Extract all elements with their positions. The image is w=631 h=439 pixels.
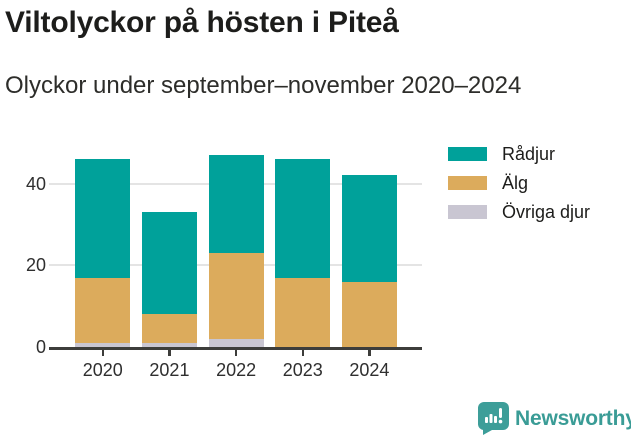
y-axis-tick-label: 0 bbox=[35, 337, 46, 357]
legend-label: Rådjur bbox=[502, 143, 556, 164]
legend-item-Rådjur: Rådjur bbox=[448, 143, 590, 164]
bar-segment-Älg-2022 bbox=[208, 252, 264, 339]
bar-segment-Övriga djur-2022 bbox=[208, 338, 264, 347]
legend-item-Övriga djur: Övriga djur bbox=[448, 201, 591, 222]
bar-segment-Rådjur-2024 bbox=[341, 175, 397, 282]
brand-footer[interactable]: Newsworthy bbox=[478, 402, 631, 435]
bar-segment-Rådjur-2022 bbox=[208, 154, 264, 253]
bar-segment-Övriga djur-2021 bbox=[141, 342, 197, 347]
x-axis-tick-label: 2021 bbox=[149, 360, 190, 380]
x-axis-tick-label: 2020 bbox=[82, 360, 123, 380]
newsworthy-logo-icon bbox=[478, 402, 509, 435]
chart-subtitle: Olyckor under september–november 2020–20… bbox=[5, 72, 522, 99]
legend-label: Älg bbox=[502, 172, 529, 193]
bar-segment-Rådjur-2021 bbox=[141, 212, 197, 315]
chart-title: Viltolyckor på hösten i Piteå bbox=[5, 6, 399, 39]
bar-segment-Älg-2023 bbox=[275, 277, 331, 347]
bar-segment-Älg-2020 bbox=[75, 277, 131, 343]
x-axis-tick-label: 2023 bbox=[282, 360, 323, 380]
y-axis-tick-label: 20 bbox=[25, 255, 46, 276]
x-axis-tick bbox=[168, 349, 171, 356]
bar-segment-Älg-2021 bbox=[141, 314, 197, 343]
x-axis-tick bbox=[301, 349, 304, 356]
brand-name: Newsworthy bbox=[515, 406, 631, 430]
legend-label: Övriga djur bbox=[502, 201, 591, 222]
x-axis-tick bbox=[101, 349, 105, 356]
x-axis-line bbox=[49, 347, 422, 350]
legend-swatch bbox=[448, 205, 487, 219]
bar-segment-Rådjur-2023 bbox=[275, 158, 331, 278]
x-axis-tick-label: 2022 bbox=[216, 360, 257, 380]
x-axis-tick bbox=[234, 349, 238, 356]
x-axis-tick-label: 2024 bbox=[349, 360, 390, 380]
legend-swatch bbox=[448, 176, 487, 190]
legend-swatch bbox=[448, 147, 487, 161]
bar-segment-Övriga djur-2020 bbox=[75, 342, 131, 347]
bar-segment-Rådjur-2020 bbox=[75, 158, 131, 278]
chart-legend: Rådjur Älg Övriga djur bbox=[448, 143, 591, 233]
legend-item-Älg: Älg bbox=[448, 172, 590, 193]
y-axis-tick-label: 40 bbox=[25, 173, 46, 194]
x-axis-tick bbox=[368, 349, 371, 356]
bar-segment-Älg-2024 bbox=[341, 281, 397, 347]
